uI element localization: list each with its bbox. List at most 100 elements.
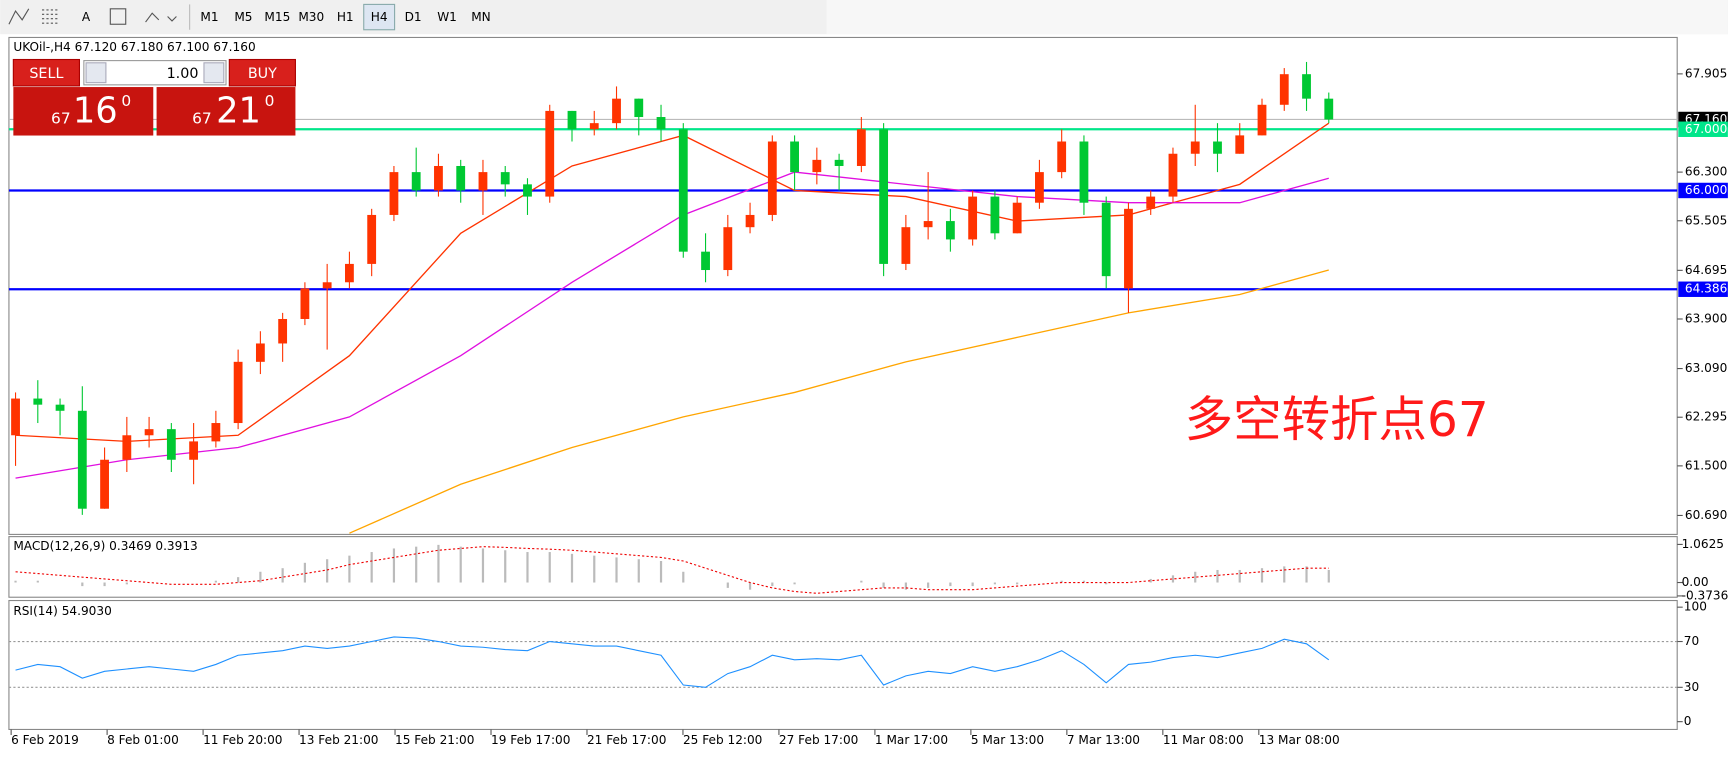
- y-tick-label: 100: [1684, 600, 1707, 614]
- candle-body: [144, 429, 154, 436]
- y-tick-label: 65.505: [1685, 213, 1727, 227]
- y-tick-label: 60.690: [1685, 508, 1727, 522]
- candle-body: [1035, 172, 1044, 203]
- y-tick-label: -0.3736: [1682, 588, 1728, 602]
- x-tick-label: 13 Feb 21:00: [299, 733, 378, 747]
- ask-panel[interactable]: [156, 87, 296, 136]
- candle-body: [411, 172, 421, 191]
- bid-panel[interactable]: [13, 87, 154, 136]
- lot-down[interactable]: [85, 62, 107, 84]
- grid-icon[interactable]: [41, 9, 60, 24]
- timeframes: M1 M5 M15 M30 H1 H4 D1 W1 MN: [200, 3, 491, 31]
- lot-input[interactable]: [83, 60, 227, 86]
- x-tick-label: 7 Mar 13:00: [1067, 733, 1140, 747]
- y-tick-label: 0.00: [1682, 575, 1709, 589]
- ask-big: 67: [192, 110, 212, 128]
- candle-body: [634, 98, 644, 118]
- timeframe[interactable]: M1: [200, 10, 218, 24]
- text-label-icon[interactable]: [109, 8, 127, 25]
- x-tick-label: 19 Feb 17:00: [491, 733, 570, 747]
- sell-button[interactable]: [12, 58, 81, 87]
- timeframe[interactable]: H4: [371, 10, 388, 24]
- candle-body: [990, 196, 1000, 234]
- y-tick-label: 0: [1684, 714, 1692, 728]
- rsi-label: RSI(14) 54.9030: [13, 604, 111, 618]
- timeframe[interactable]: H1: [337, 10, 354, 24]
- candle-body: [389, 172, 399, 215]
- timeframe[interactable]: D1: [405, 10, 422, 24]
- candle-body: [456, 165, 466, 191]
- rsi-panel: [8, 599, 1678, 731]
- candle-body: [189, 441, 199, 460]
- timeframe[interactable]: M5: [234, 10, 252, 24]
- level-tag-label: 67.000: [1685, 122, 1727, 136]
- level-tag: [1678, 182, 1728, 199]
- toolbar-blank: [826, 0, 1728, 35]
- candle-body: [55, 404, 65, 411]
- candle-body: [678, 129, 688, 252]
- candle-body: [1257, 104, 1267, 136]
- level-tag-label: 66.000: [1685, 183, 1727, 197]
- x-tick-label: 1 Mar 17:00: [875, 733, 948, 747]
- candle-body: [77, 410, 87, 509]
- x-tick-label: 11 Mar 08:00: [1163, 733, 1244, 747]
- candle-body: [1324, 98, 1334, 120]
- level-tag: [1678, 281, 1728, 297]
- ask-main: 21: [216, 90, 261, 131]
- buy-button[interactable]: [228, 58, 296, 87]
- candle-body: [1190, 141, 1200, 154]
- candle-body: [1213, 141, 1222, 154]
- y-tick-label: 30: [1684, 680, 1699, 694]
- candle-body: [879, 129, 889, 264]
- x-tick-label: 5 Mar 13:00: [971, 733, 1044, 747]
- candle-body: [233, 361, 243, 424]
- level-tag: [1678, 121, 1728, 137]
- candle-body: [1124, 208, 1133, 289]
- bid-main: 16: [73, 90, 118, 131]
- candle-body: [545, 110, 555, 197]
- candle-body: [812, 159, 822, 173]
- timeframe[interactable]: M30: [298, 10, 324, 24]
- timeframe[interactable]: MN: [471, 10, 491, 24]
- x-tick-label: 8 Feb 01:00: [107, 733, 179, 747]
- candle-body: [901, 227, 911, 264]
- candle-body: [945, 221, 955, 240]
- macd-signal: [15, 546, 1329, 594]
- y-tick-label: 61.500: [1685, 458, 1727, 472]
- lot-value[interactable]: 1.00: [167, 66, 199, 82]
- candle-body: [723, 227, 733, 271]
- candle-body: [300, 288, 310, 319]
- macd-label: MACD(12,26,9) 0.3469 0.3913: [13, 539, 197, 553]
- candle-body: [1012, 202, 1022, 234]
- candle-body: [612, 98, 621, 124]
- x-tick-label: 21 Feb 17:00: [587, 733, 666, 747]
- symbol-info: UKOil-,H4 67.120 67.180 67.100 67.160: [13, 40, 255, 54]
- buy-label[interactable]: BUY: [248, 66, 277, 82]
- candle-body: [345, 263, 354, 283]
- plots: 67.905 66.300 65.505 64.695 63.900 63.090 62.2…: [8, 61, 1728, 747]
- level-tag-label: 64.386: [1685, 282, 1727, 296]
- macd-panel: [8, 536, 1678, 598]
- sell-label[interactable]: SELL: [29, 66, 63, 82]
- x-tick-label: 13 Mar 08:00: [1259, 733, 1340, 747]
- candle-body: [255, 343, 265, 362]
- timeframe[interactable]: W1: [437, 10, 457, 24]
- y-tick-label: 62.295: [1685, 410, 1727, 424]
- candle-body: [1279, 74, 1289, 105]
- y-tick-label: 1.0625: [1682, 537, 1724, 551]
- candle-body: [589, 123, 599, 130]
- arrow-icon[interactable]: [145, 12, 177, 23]
- active-timeframe: [363, 3, 396, 31]
- lot-up[interactable]: [203, 62, 225, 84]
- candle-body: [211, 423, 221, 442]
- text-tool[interactable]: A: [82, 10, 91, 24]
- candle-body: [968, 196, 978, 240]
- candle-body: [33, 398, 43, 405]
- x-tick-label: 15 Feb 21:00: [395, 733, 474, 747]
- candle-body: [1101, 202, 1111, 277]
- candle-body: [1235, 135, 1245, 154]
- chart-icon[interactable]: [8, 8, 30, 25]
- timeframe[interactable]: M15: [264, 10, 290, 24]
